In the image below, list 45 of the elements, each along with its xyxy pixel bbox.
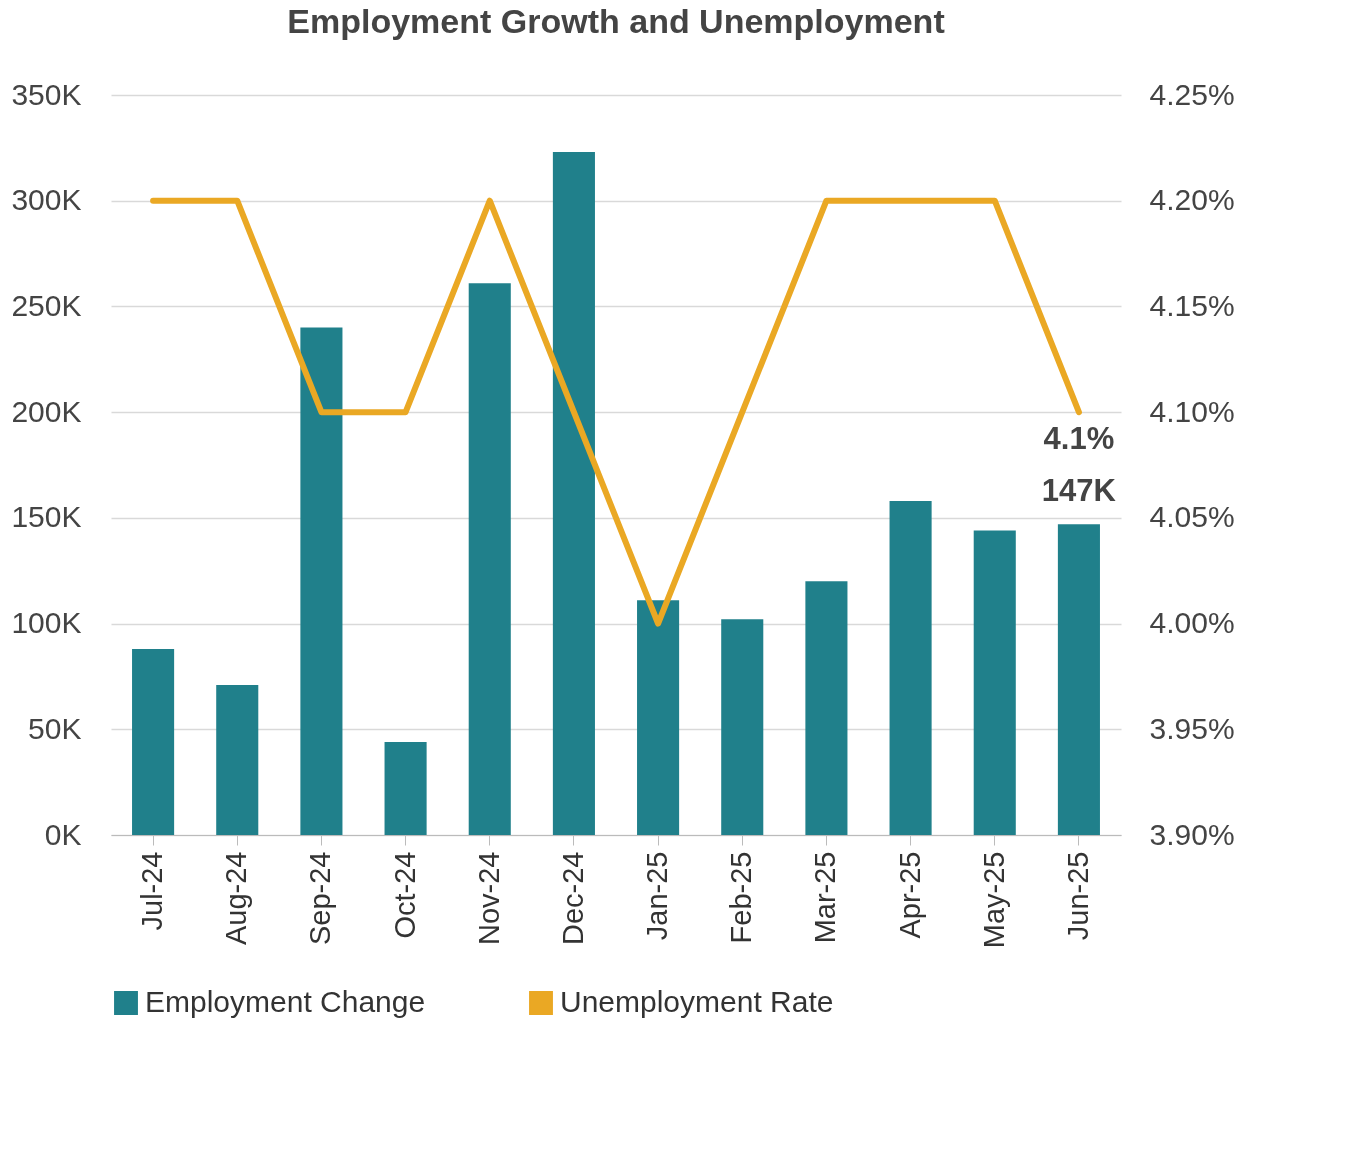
legend-label: Employment Change bbox=[145, 985, 426, 1018]
bar bbox=[216, 684, 259, 835]
bar bbox=[637, 600, 680, 835]
y-tick-label: 150K bbox=[11, 500, 82, 534]
y-tick-label: 50K bbox=[28, 711, 82, 745]
y2-tick-label: 4.05% bbox=[1149, 500, 1235, 534]
bar bbox=[300, 327, 343, 835]
chart-title: Employment Growth and Unemployment bbox=[287, 2, 945, 40]
x-tick-label: Dec-24 bbox=[556, 851, 589, 945]
data-label: 147K bbox=[1041, 473, 1117, 509]
bar bbox=[132, 648, 175, 835]
bar bbox=[468, 283, 511, 835]
x-tick-label: Nov-24 bbox=[472, 851, 505, 945]
y-tick-label: 250K bbox=[11, 288, 82, 322]
y-tick-label: 100K bbox=[11, 606, 82, 640]
x-tick-label: Apr-25 bbox=[893, 851, 926, 939]
x-tick-label: Sep-24 bbox=[304, 851, 337, 946]
bar bbox=[973, 530, 1016, 835]
bar bbox=[889, 500, 932, 835]
bar bbox=[552, 152, 595, 835]
x-tick-label: May-25 bbox=[977, 851, 1010, 949]
x-tick-label: Jan-25 bbox=[641, 851, 674, 941]
x-tick-label: Jun-25 bbox=[1061, 851, 1094, 941]
bar bbox=[384, 741, 427, 835]
y2-tick-label: 4.25% bbox=[1149, 77, 1235, 111]
bar bbox=[1057, 524, 1100, 835]
y2-tick-label: 3.90% bbox=[1149, 817, 1235, 851]
x-tick-label: Feb-25 bbox=[725, 851, 758, 944]
x-tick-label: Mar-25 bbox=[809, 851, 842, 944]
y-tick-label: 0K bbox=[44, 817, 82, 851]
bar bbox=[805, 581, 848, 835]
x-tick-label: Oct-24 bbox=[388, 851, 421, 939]
y2-tick-label: 4.20% bbox=[1149, 183, 1235, 217]
y2-tick-label: 4.10% bbox=[1149, 394, 1235, 428]
y-tick-label: 200K bbox=[11, 394, 82, 428]
y2-tick-label: 3.95% bbox=[1149, 711, 1235, 745]
data-label: 4.1% bbox=[1043, 421, 1115, 457]
y-tick-label: 350K bbox=[11, 77, 82, 111]
y2-tick-label: 4.15% bbox=[1149, 288, 1235, 322]
x-tick-label: Jul-24 bbox=[136, 851, 169, 931]
bar bbox=[721, 619, 764, 835]
x-tick-label: Aug-24 bbox=[220, 851, 253, 946]
y-tick-label: 300K bbox=[11, 183, 82, 217]
legend-label: Unemployment Rate bbox=[560, 985, 834, 1018]
y2-tick-label: 4.00% bbox=[1149, 606, 1235, 640]
